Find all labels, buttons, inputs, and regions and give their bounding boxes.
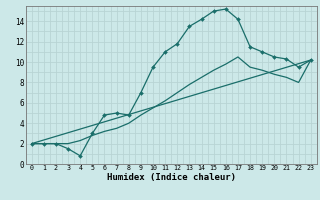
X-axis label: Humidex (Indice chaleur): Humidex (Indice chaleur) [107,173,236,182]
